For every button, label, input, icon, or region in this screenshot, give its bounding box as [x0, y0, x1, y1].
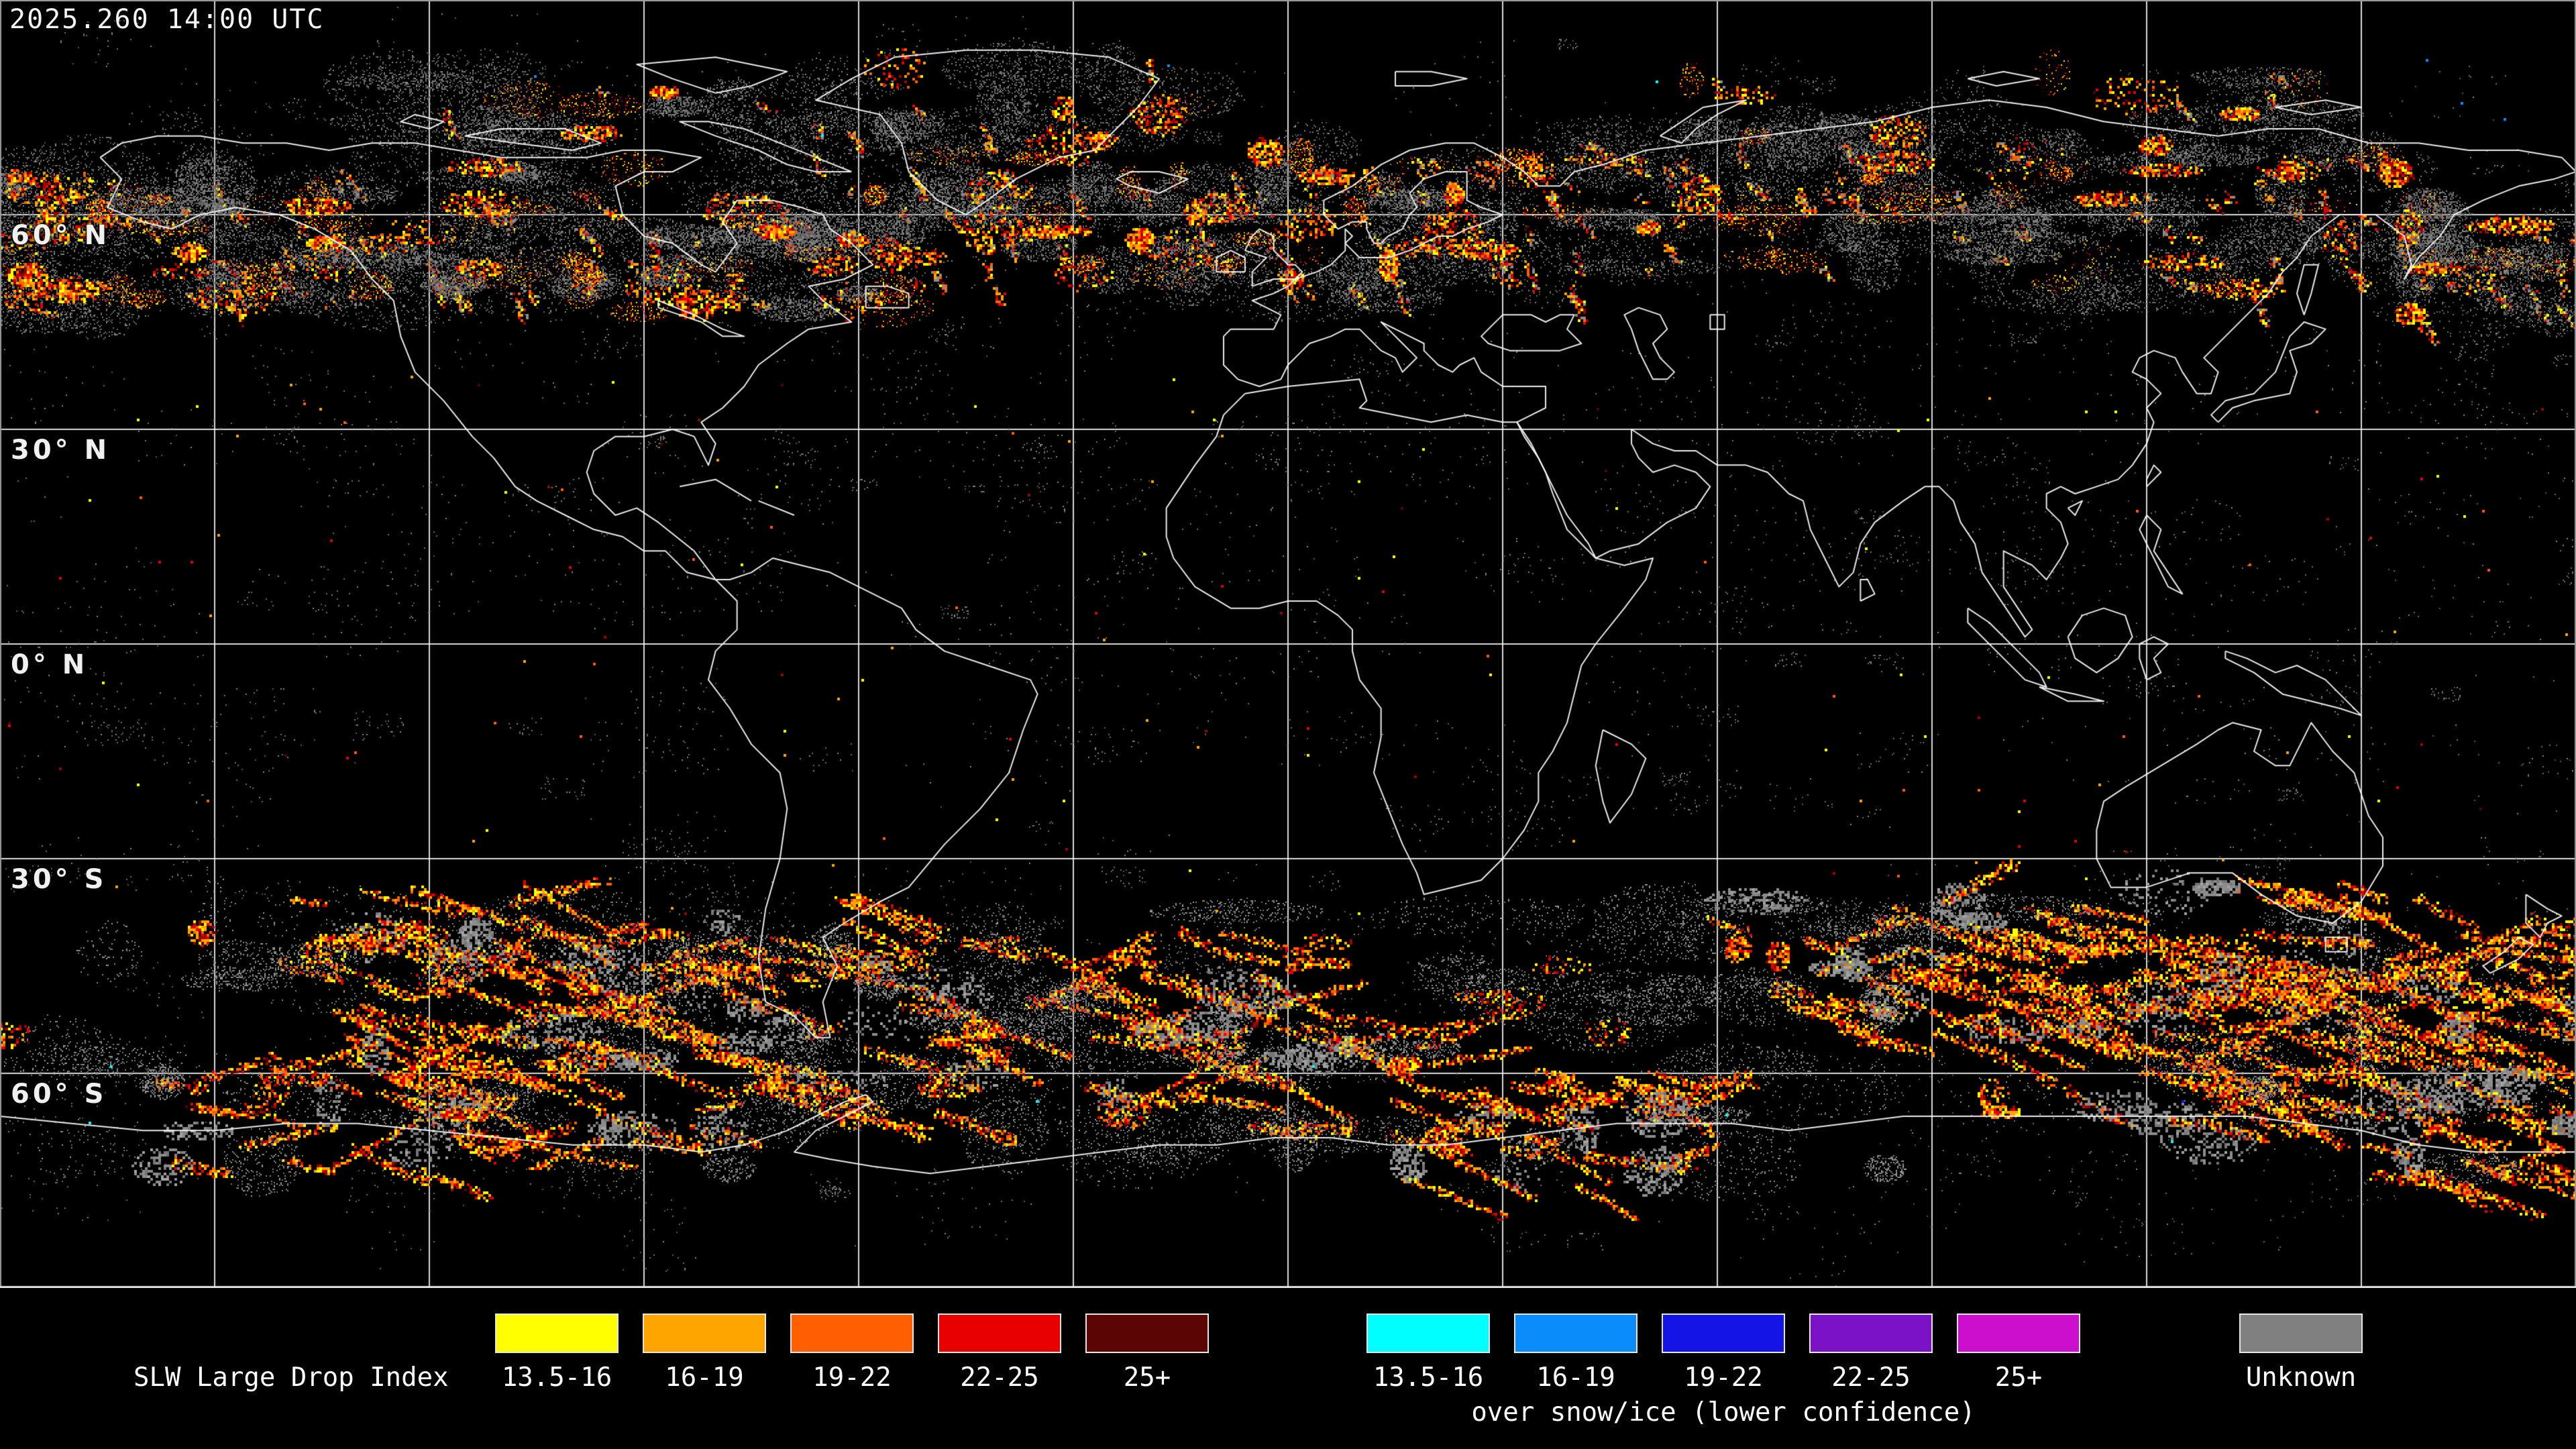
legend-label: 25+: [1123, 1362, 1171, 1393]
legend-swatch: [1809, 1313, 1933, 1353]
latitude-label: 30° N: [11, 435, 111, 466]
legend-label: 22-25: [960, 1362, 1039, 1393]
legend-item: 25+: [1957, 1313, 2080, 1393]
legend-swatch: [1957, 1313, 2080, 1353]
legend: SLW Large Drop Index 13.5-16 16-19 19-22 22…: [0, 1288, 2576, 1449]
legend-swatch: [2239, 1313, 2363, 1353]
legend-item: 19-22: [790, 1313, 914, 1393]
latitude-label: 30° S: [11, 864, 107, 895]
legend-label: 19-22: [1684, 1362, 1763, 1393]
legend-swatch: [790, 1313, 914, 1353]
legend-swatch: [643, 1313, 766, 1353]
legend-label: 25+: [1994, 1362, 2043, 1393]
legend-item: 16-19: [643, 1313, 766, 1393]
latitude-label: 60° S: [11, 1079, 107, 1110]
latitude-label: 60° N: [11, 220, 111, 251]
legend-item: 25+: [1085, 1313, 1209, 1393]
legend-item: 22-25: [938, 1313, 1061, 1393]
legend-item: 13.5-16: [495, 1313, 619, 1393]
legend-swatch: [1085, 1313, 1209, 1353]
legend-swatch: [495, 1313, 619, 1353]
legend-label: Unknown: [2245, 1362, 2357, 1393]
legend-item: 22-25: [1809, 1313, 1933, 1393]
timestamp: 2025.260 14:00 UTC: [9, 4, 325, 35]
legend-group-snow-ice: 13.5-16 16-19 19-22 22-25 25+: [1366, 1313, 2080, 1393]
legend-label: 22-25: [1831, 1362, 1911, 1393]
legend-label: 16-19: [1536, 1362, 1615, 1393]
legend-group-liquid: 13.5-16 16-19 19-22 22-25 25+: [495, 1313, 1209, 1393]
legend-group-unknown: Unknown: [2239, 1313, 2363, 1393]
legend-swatch: [1514, 1313, 1638, 1353]
legend-label: 13.5-16: [1373, 1362, 1484, 1393]
world-map-canvas: [0, 0, 2576, 1288]
legend-swatch: [938, 1313, 1061, 1353]
legend-item: 19-22: [1662, 1313, 1785, 1393]
legend-label: 13.5-16: [501, 1362, 612, 1393]
legend-label: 16-19: [665, 1362, 744, 1393]
legend-item: Unknown: [2239, 1313, 2363, 1393]
legend-snow-ice-subtitle: over snow/ice (lower confidence): [1471, 1397, 1976, 1428]
legend-item: 13.5-16: [1366, 1313, 1490, 1393]
legend-item: 16-19: [1514, 1313, 1638, 1393]
legend-title: SLW Large Drop Index: [133, 1362, 449, 1393]
latitude-label: 0° N: [11, 649, 89, 680]
legend-label: 19-22: [812, 1362, 892, 1393]
legend-swatch: [1662, 1313, 1785, 1353]
legend-swatch: [1366, 1313, 1490, 1353]
